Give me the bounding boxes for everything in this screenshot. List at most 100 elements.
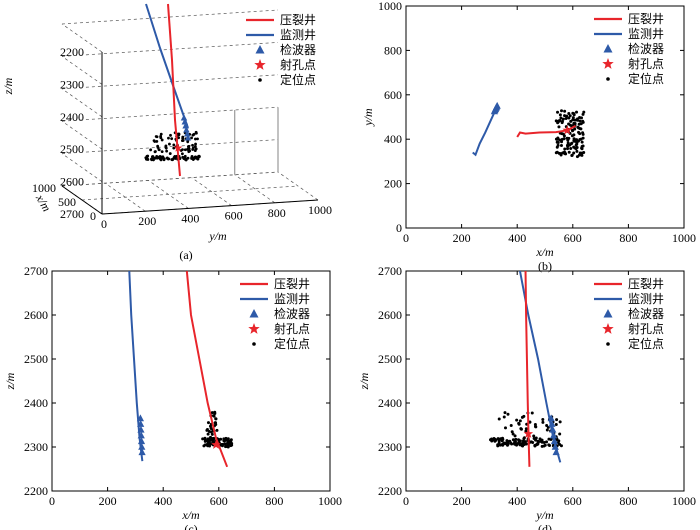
legend-geophone-mark <box>603 44 613 53</box>
x-axis-a <box>61 185 103 215</box>
panel-b: 0 200 400 600 800 1000 0 200 400 600 800 1000 x/m y/m… <box>361 0 696 273</box>
event-point <box>511 438 515 442</box>
event-point <box>220 444 224 448</box>
event-point <box>515 443 519 447</box>
panel-caption-a: (a) <box>179 248 192 262</box>
event-point <box>580 153 584 157</box>
event-point <box>165 149 169 153</box>
legend-event-label: 定位点 <box>628 71 664 86</box>
event-point <box>579 127 583 131</box>
event-point <box>181 136 185 140</box>
event-point <box>549 438 553 442</box>
event-point <box>210 411 214 415</box>
event-point <box>556 110 560 114</box>
x-tick-label-c-0: 0 <box>49 494 55 508</box>
event-point <box>194 142 197 146</box>
event-point <box>191 147 195 151</box>
event-point <box>566 144 570 148</box>
y-tick-label-a-0: 0 <box>101 217 107 231</box>
event-point <box>566 141 570 145</box>
event-point <box>567 150 571 154</box>
event-point <box>570 153 574 157</box>
event-point <box>207 437 211 441</box>
event-point <box>183 154 187 158</box>
event-point <box>558 113 562 117</box>
event-point <box>168 142 171 146</box>
panel-d: 0 200 400 600 800 1000 2200 2300 2400 2500 2600 270… <box>357 264 696 530</box>
panel-caption-d: (d) <box>538 522 552 530</box>
event-point <box>181 155 185 159</box>
event-point <box>156 144 160 148</box>
event-point <box>519 427 523 431</box>
event-point <box>572 139 576 143</box>
geophone-c <box>138 448 146 456</box>
event-point <box>191 133 195 137</box>
event-point <box>581 136 585 140</box>
x-tick-label-d-0: 0 <box>403 494 409 508</box>
panel-c: 0 200 400 600 800 1000 2200 2300 2400 2500 2600 270… <box>3 264 342 530</box>
event-point <box>581 119 585 123</box>
geophone-d <box>552 448 560 456</box>
y-axis-label-b: y/m <box>361 108 375 127</box>
side-grid-z <box>61 23 103 53</box>
event-point <box>565 114 569 118</box>
event-point <box>153 140 157 143</box>
event-point <box>194 137 197 141</box>
event-point <box>172 156 176 160</box>
legend-perforation-label: 射孔点 <box>280 57 316 72</box>
event-point <box>186 148 189 151</box>
y-tick-label-a-5: 1000 <box>308 203 332 217</box>
geophone-d <box>550 431 558 439</box>
event-point <box>577 126 581 130</box>
event-point <box>578 132 582 136</box>
x-tick-label-c-3: 600 <box>210 494 228 508</box>
event-point <box>567 136 571 140</box>
event-point <box>197 155 201 158</box>
legend-monitoring-well-label: 监测井 <box>274 292 310 306</box>
y-tick-label-c-4: 2600 <box>24 308 48 322</box>
plot-frame-b <box>405 5 685 229</box>
event-point <box>145 154 149 158</box>
legend-event-label: 定位点 <box>628 336 664 351</box>
event-point <box>518 442 522 446</box>
event-point <box>539 439 543 443</box>
event-point <box>580 144 584 148</box>
event-point <box>542 444 546 448</box>
event-point <box>191 143 194 147</box>
event-point <box>534 436 538 440</box>
event-point <box>201 437 205 441</box>
event-point <box>580 140 584 144</box>
event-point <box>570 141 574 145</box>
legend-event-mark <box>258 78 262 82</box>
event-point <box>562 132 566 136</box>
event-point <box>183 148 187 152</box>
geophone-c <box>137 437 146 445</box>
event-point <box>164 146 168 150</box>
event-point <box>193 145 197 148</box>
event-point <box>520 444 524 448</box>
event-point <box>226 445 230 449</box>
wall-grid-z <box>61 42 279 57</box>
event-point <box>196 157 200 161</box>
legend-fracturing-well-label: 压裂井 <box>628 277 664 291</box>
fracturing-well-a <box>167 3 181 177</box>
event-point <box>211 438 215 442</box>
event-point <box>508 439 512 443</box>
legend-perforation-mark <box>248 323 260 334</box>
event-point <box>580 116 584 120</box>
wall-grid-z <box>61 139 279 154</box>
event-point <box>545 423 549 427</box>
x-axis-label-b: x/m <box>535 245 554 259</box>
event-point <box>533 422 537 426</box>
x-tick-label-d-3: 600 <box>564 494 582 508</box>
y-tick-label-d-3: 2500 <box>378 352 402 366</box>
event-point <box>214 417 218 421</box>
event-point <box>559 116 563 120</box>
event-point <box>521 439 525 443</box>
z-tick-label-a-2: 2400 <box>60 110 84 124</box>
x-axis-label-c: x/m <box>181 508 200 522</box>
event-point <box>208 441 212 445</box>
y-tick-label-c-3: 2500 <box>24 352 48 366</box>
